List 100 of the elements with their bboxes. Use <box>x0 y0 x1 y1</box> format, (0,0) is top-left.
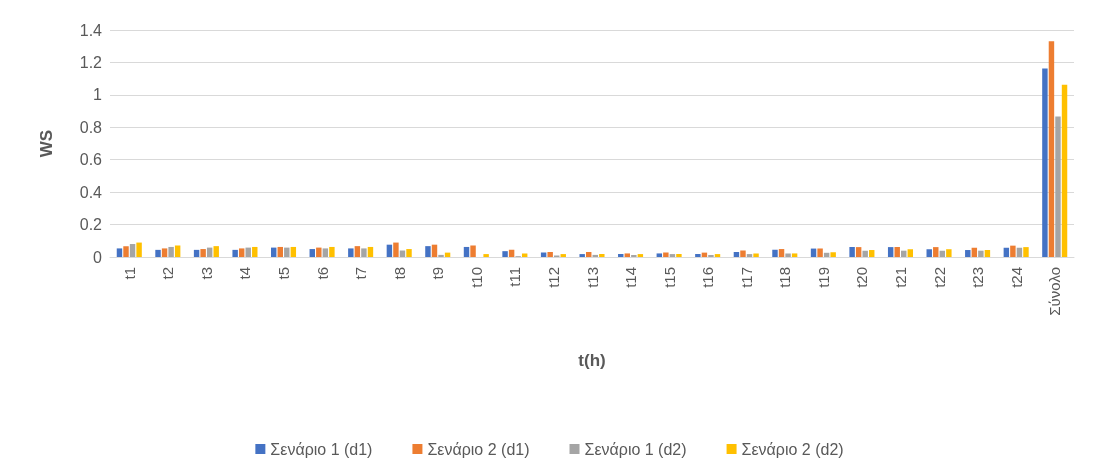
bar <box>348 248 354 257</box>
y-tick-label: 0.6 <box>79 151 103 169</box>
x-tick-label: t4 <box>236 267 254 280</box>
bar <box>753 253 759 257</box>
bar <box>521 253 528 257</box>
x-tick-label: t13 <box>583 267 601 288</box>
bar <box>1023 247 1029 257</box>
x-tick-label: t3 <box>197 267 215 280</box>
bar <box>946 249 952 257</box>
bar <box>971 247 978 257</box>
bar <box>669 254 676 257</box>
bar <box>631 254 637 257</box>
bar <box>733 251 740 257</box>
bar <box>386 244 393 257</box>
x-tick-label: t8 <box>390 267 408 280</box>
x-tick-label: t21 <box>891 267 909 288</box>
x-tick-label: t11 <box>506 267 524 287</box>
y-tick-label: 0.2 <box>79 216 103 234</box>
x-tick-label: t20 <box>853 267 871 288</box>
bar <box>547 251 553 257</box>
bar <box>933 247 939 257</box>
bar <box>637 254 644 257</box>
x-tick-label: t14 <box>622 267 640 288</box>
bar <box>965 250 971 257</box>
y-tick-label: 0.4 <box>79 183 103 201</box>
x-tick-label: t10 <box>467 267 485 288</box>
x-tick-label: t9 <box>429 267 447 280</box>
bar <box>656 253 663 257</box>
bar <box>284 247 290 257</box>
bar <box>676 254 682 257</box>
bar <box>978 250 984 257</box>
bar <box>746 254 753 257</box>
legend-label: Σενάριο 2 (d2) <box>741 440 844 458</box>
bar <box>624 253 631 257</box>
x-tick-label: t5 <box>275 267 293 280</box>
bar <box>393 242 399 257</box>
bar <box>123 246 129 257</box>
bar <box>361 248 367 257</box>
x-tick-label: t6 <box>313 267 331 280</box>
bar <box>1055 116 1061 257</box>
bar <box>367 246 374 257</box>
bar <box>772 249 778 257</box>
bar <box>1003 247 1010 257</box>
bar <box>322 248 329 257</box>
bar <box>1042 68 1048 257</box>
bar <box>168 246 174 257</box>
bar <box>290 246 297 257</box>
bar <box>599 254 605 257</box>
bar <box>277 246 283 257</box>
x-tick-label: t16 <box>699 267 717 288</box>
bar <box>508 249 515 257</box>
bar <box>887 247 894 257</box>
y-tick-label: 0 <box>93 248 103 266</box>
bar <box>740 250 746 257</box>
bar <box>1061 84 1068 257</box>
y-tick-label: 1.2 <box>79 53 103 71</box>
bar <box>232 249 238 257</box>
x-tick-label: t15 <box>660 267 678 288</box>
bar <box>907 249 914 257</box>
bar <box>926 249 932 257</box>
bar <box>817 248 823 257</box>
bar <box>714 254 721 257</box>
bar <box>695 254 701 257</box>
bar <box>778 249 785 257</box>
bar <box>309 249 315 257</box>
bar <box>855 247 862 257</box>
x-tick-label: t23 <box>969 267 987 288</box>
bar <box>618 254 624 257</box>
x-axis-title: t(h) <box>578 351 606 370</box>
bar <box>200 249 206 257</box>
bar <box>869 250 875 257</box>
bar <box>161 248 168 257</box>
bar <box>791 253 798 257</box>
x-tick-label: Σύνολο <box>1046 267 1064 316</box>
x-tick-label: t7 <box>352 267 370 280</box>
bar <box>129 244 136 257</box>
bar <box>502 251 508 257</box>
bar <box>708 254 714 257</box>
x-tick-label: t12 <box>544 267 562 288</box>
legend-label: Σενάριο 1 (d2) <box>584 440 687 458</box>
bar <box>136 242 142 257</box>
bar <box>406 249 412 257</box>
bar <box>785 253 791 257</box>
bar <box>849 247 855 257</box>
x-tick-label: t1 <box>120 267 138 280</box>
bar <box>174 245 181 257</box>
x-tick-label: t22 <box>930 267 948 288</box>
y-tick-label: 1.4 <box>79 21 103 39</box>
bar <box>862 250 868 257</box>
bar <box>431 244 438 257</box>
bar <box>579 254 585 257</box>
bar <box>1016 247 1023 257</box>
bar <box>155 249 161 257</box>
bar <box>592 254 598 257</box>
y-tick-label: 1 <box>93 86 103 104</box>
bar <box>252 246 258 257</box>
bar <box>1010 245 1016 257</box>
x-tick-label: t24 <box>1007 267 1025 288</box>
bar <box>193 249 200 257</box>
y-tick-label: 0.8 <box>79 118 103 136</box>
